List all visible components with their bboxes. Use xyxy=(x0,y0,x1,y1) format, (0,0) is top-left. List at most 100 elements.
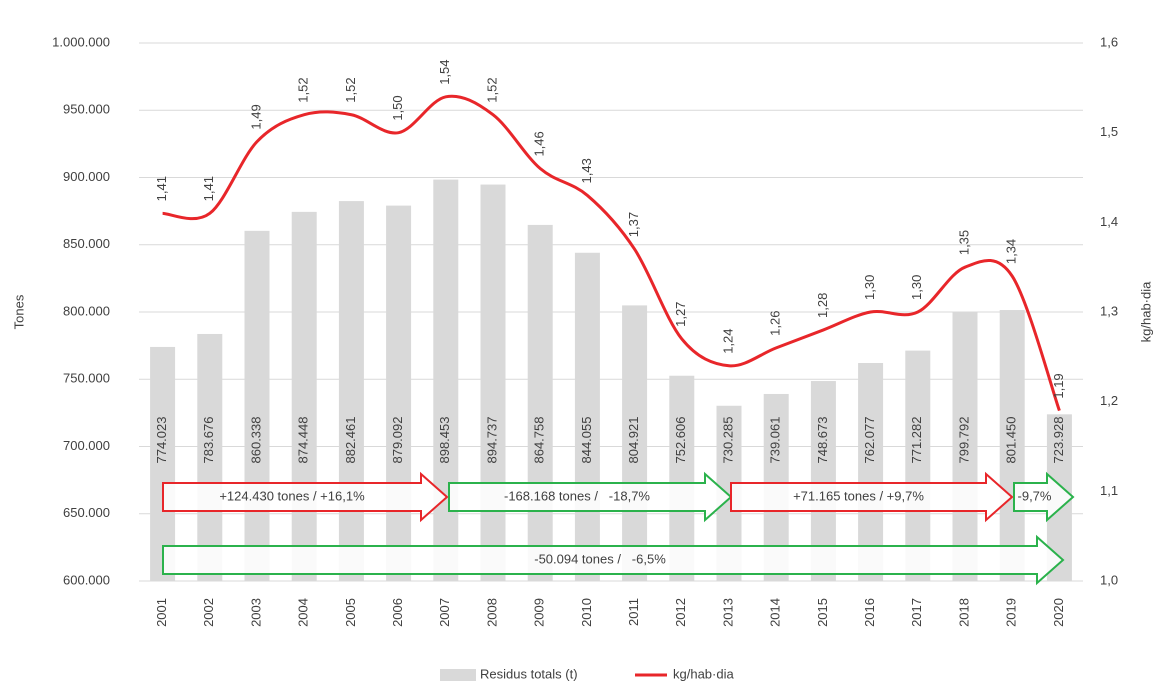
annotation-arrow xyxy=(162,534,1065,586)
y-tick-label: 650.000 xyxy=(63,505,110,520)
y2-axis-title: kg/hab·dia xyxy=(1138,281,1153,342)
x-tick-label: 2007 xyxy=(437,598,452,627)
x-tick-label: 2013 xyxy=(720,598,735,627)
x-tick-label: 2010 xyxy=(579,598,594,627)
legend-label: kg/hab·dia xyxy=(673,666,734,681)
line-value-label: 1,41 xyxy=(154,176,169,201)
bar xyxy=(999,310,1025,581)
y2-tick-label: 1,4 xyxy=(1100,214,1118,229)
line-value-label: 1,52 xyxy=(296,77,311,102)
bar-value-label: 879.092 xyxy=(390,417,405,464)
line-value-label: 1,27 xyxy=(673,302,688,327)
x-tick-label: 2012 xyxy=(673,598,688,627)
bar-value-label: 844.055 xyxy=(579,417,594,464)
bar-value-label: 762.077 xyxy=(862,417,877,464)
line-value-label: 1,26 xyxy=(768,311,783,336)
bar xyxy=(433,179,459,581)
x-tick-label: 2001 xyxy=(154,598,169,627)
bar-value-label: 752.606 xyxy=(673,417,688,464)
line-value-label: 1,46 xyxy=(532,131,547,156)
x-tick-label: 2008 xyxy=(484,598,499,627)
line-value-label: 1,49 xyxy=(248,104,263,129)
y-tick-label: 600.000 xyxy=(63,572,110,587)
x-tick-label: 2004 xyxy=(296,598,311,627)
bar xyxy=(622,305,648,581)
line-value-label: 1,43 xyxy=(579,158,594,183)
bar xyxy=(527,224,553,581)
bar xyxy=(858,363,884,581)
line-value-label: 1,30 xyxy=(909,275,924,300)
y2-tick-label: 1,0 xyxy=(1100,572,1118,587)
y-tick-label: 1.000.000 xyxy=(52,34,110,49)
x-tick-label: 2018 xyxy=(956,598,971,627)
x-tick-label: 2014 xyxy=(768,598,783,627)
line xyxy=(162,94,1061,412)
x-tick-label: 2017 xyxy=(909,598,924,627)
bar xyxy=(480,184,506,581)
bar-value-label: 723.928 xyxy=(1051,417,1066,464)
bar xyxy=(386,205,412,581)
bar xyxy=(905,350,931,581)
x-tick-label: 2005 xyxy=(343,598,358,627)
x-tick-label: 2006 xyxy=(390,598,405,627)
y2-tick-label: 1,2 xyxy=(1100,393,1118,408)
y2-tick-label: 1,1 xyxy=(1100,483,1118,498)
bar-value-label: 783.676 xyxy=(201,417,216,464)
bar-value-label: 739.061 xyxy=(768,417,783,464)
line-value-label: 1,54 xyxy=(437,59,452,84)
line-value-label: 1,24 xyxy=(720,328,735,353)
bar xyxy=(338,201,364,581)
line-value-label: 1,52 xyxy=(484,77,499,102)
bar-value-label: 898.453 xyxy=(437,417,452,464)
annotation-text: -9,7% xyxy=(1018,488,1052,503)
bar-value-label: 860.338 xyxy=(248,417,263,464)
annotation-text: +124.430 tones / +16,1% xyxy=(219,488,365,503)
bar-value-label: 801.450 xyxy=(1004,416,1019,463)
line-value-label: 1,30 xyxy=(862,275,877,300)
x-tick-label: 2020 xyxy=(1051,598,1066,627)
bar xyxy=(244,230,270,581)
bar-value-label: 864.758 xyxy=(532,417,547,464)
bar xyxy=(291,211,317,582)
bar-value-label: 774.023 xyxy=(154,417,169,464)
y-tick-label: 700.000 xyxy=(63,438,110,453)
x-tick-label: 2003 xyxy=(248,598,263,627)
annotation-text: -168.168 tones / -18,7% xyxy=(504,488,650,503)
bar-value-label: 748.673 xyxy=(815,417,830,464)
x-tick-label: 2019 xyxy=(1004,598,1019,627)
line-value-label: 1,34 xyxy=(1004,239,1019,264)
bar xyxy=(952,312,978,581)
annotation-text: +71.165 tones / +9,7% xyxy=(793,488,924,503)
line-value-label: 1,19 xyxy=(1051,373,1066,398)
line-value-label: 1,50 xyxy=(390,95,405,120)
y-tick-label: 900.000 xyxy=(63,169,110,184)
y-tick-label: 850.000 xyxy=(63,236,110,251)
line-value-label: 1,41 xyxy=(201,176,216,201)
y2-tick-label: 1,3 xyxy=(1100,303,1118,318)
bar xyxy=(574,252,600,581)
y-axis-title: Tones xyxy=(11,294,26,329)
legend-label: Residus totals (t) xyxy=(480,666,578,681)
bar-value-label: 799.792 xyxy=(956,417,971,464)
bar xyxy=(197,333,223,581)
annotation-text: -50.094 tones / -6,5% xyxy=(534,551,666,566)
annotation-arrow xyxy=(730,471,1014,523)
x-tick-label: 2011 xyxy=(626,598,641,626)
bar xyxy=(150,346,176,581)
x-tick-label: 2002 xyxy=(201,598,216,627)
line-value-label: 1,28 xyxy=(815,293,830,318)
annotation-arrow xyxy=(162,471,449,523)
y2-tick-label: 1,6 xyxy=(1100,34,1118,49)
bar-value-label: 804.921 xyxy=(626,417,641,464)
x-tick-label: 2009 xyxy=(532,598,547,627)
bar-value-label: 874.448 xyxy=(296,417,311,464)
x-tick-label: 2016 xyxy=(862,598,877,627)
y2-tick-label: 1,5 xyxy=(1100,124,1118,139)
x-tick-label: 2015 xyxy=(815,598,830,627)
bar-value-label: 882.461 xyxy=(343,417,358,464)
line-value-label: 1,35 xyxy=(956,230,971,255)
bar-value-label: 730.285 xyxy=(720,417,735,464)
line-value-label: 1,37 xyxy=(626,212,641,237)
y-tick-label: 750.000 xyxy=(63,371,110,386)
